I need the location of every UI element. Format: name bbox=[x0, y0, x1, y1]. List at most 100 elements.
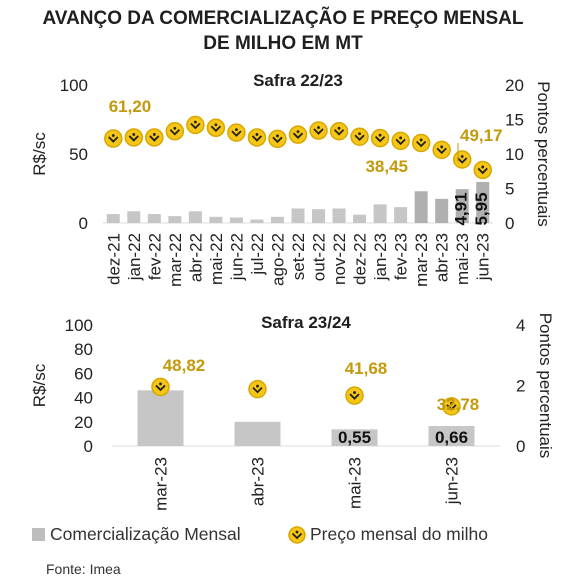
chart1-price-marker bbox=[145, 128, 164, 147]
chart2-bar bbox=[137, 390, 184, 446]
chart1-category-label: mar-22 bbox=[166, 233, 185, 287]
chart2-price-marker-glyph bbox=[349, 393, 360, 400]
chart1-price-marker-glyph bbox=[251, 135, 263, 142]
chart2-bar-label: 0,55 bbox=[338, 428, 371, 447]
chart2-y-tick: 60 bbox=[74, 364, 93, 383]
legend-bar-entry: Comercialização Mensal bbox=[32, 524, 241, 545]
chart1-category-label: jan-23 bbox=[371, 233, 390, 281]
chart2-price-marker-glyph bbox=[155, 384, 166, 392]
chart1-bar bbox=[312, 209, 326, 223]
chart1-price-marker-glyph bbox=[313, 128, 324, 135]
chart1-y2-tick: 5 bbox=[505, 180, 514, 199]
legend-line-label: Preço mensal do milho bbox=[310, 524, 488, 544]
chart1-price-marker-glyph-dot bbox=[132, 133, 136, 136]
chart2-y-tick: 100 bbox=[65, 316, 93, 335]
chart1-category-label: jul-22 bbox=[248, 233, 267, 276]
chart1-price-marker-glyph-dot bbox=[296, 130, 300, 134]
chart1-price-marker-glyph-dot bbox=[255, 133, 259, 136]
chart1-category-label: mar-23 bbox=[412, 233, 431, 287]
chart1-price-marker-glyph bbox=[128, 135, 139, 142]
chart2-y-tick: 80 bbox=[74, 340, 93, 359]
chart1-y-tick: 50 bbox=[69, 145, 88, 164]
chart2-price-marker-glyph-dot bbox=[256, 384, 259, 388]
chart1-bar bbox=[250, 219, 264, 223]
legend-bar-swatch bbox=[32, 528, 45, 541]
chart2-subtitle: Safra 23/24 bbox=[261, 313, 351, 332]
legend-bar-label: Comercialização Mensal bbox=[50, 524, 241, 544]
chart1-price-marker-glyph bbox=[210, 125, 222, 133]
chart1-bar bbox=[147, 214, 161, 223]
chart2-y2-tick: 0 bbox=[516, 437, 525, 456]
chart-title-line-2: DE MILHO EM MT bbox=[203, 33, 363, 54]
chart-title: AVANÇO DA COMERCIALIZAÇÃO E PREÇO MENSAL… bbox=[0, 6, 566, 56]
chart1-bar-label: 4,91 bbox=[452, 192, 471, 225]
chart1-price-marker-glyph-dot bbox=[481, 165, 485, 169]
chart1-price-label: 61,20 bbox=[109, 97, 152, 116]
chart1-price-marker-glyph-dot bbox=[337, 126, 341, 130]
chart2-price-marker-glyph bbox=[446, 404, 457, 411]
chart1-price-marker-glyph bbox=[231, 130, 242, 137]
chart1-price-marker-glyph bbox=[292, 132, 304, 139]
chart1-price-marker-glyph-dot bbox=[276, 134, 279, 138]
chart1-price-marker-glyph bbox=[354, 134, 365, 142]
chart2-category-label: mar-23 bbox=[152, 457, 171, 511]
chart1-price-marker bbox=[104, 129, 123, 148]
legend-line-entry: Preço mensal do milho bbox=[287, 524, 488, 545]
chart1-category-label: jun-23 bbox=[474, 233, 493, 281]
chart1-price-marker-glyph-dot bbox=[173, 126, 177, 130]
chart1-category-label: abr-23 bbox=[433, 233, 452, 282]
chart1-y-tick: 0 bbox=[79, 214, 88, 233]
chart1-bar bbox=[394, 207, 408, 223]
source-note: Fonte: Imea bbox=[46, 561, 121, 577]
chart1-category-label: fev-22 bbox=[145, 233, 164, 280]
chart1-price-marker bbox=[186, 115, 205, 135]
chart1-price-marker-glyph bbox=[108, 136, 119, 143]
chart1-price-marker bbox=[350, 127, 369, 146]
chart1-category-label: jun-22 bbox=[227, 233, 246, 281]
chart1-bar bbox=[435, 198, 449, 223]
chart2-y2-tick: 4 bbox=[516, 316, 525, 335]
chart2-category-label: jun-23 bbox=[443, 457, 462, 505]
chart1-bar bbox=[168, 216, 182, 223]
chart1-price-marker-glyph bbox=[477, 167, 488, 175]
chart2-price-label: 41,68 bbox=[345, 359, 388, 378]
chart1-price-marker bbox=[288, 125, 308, 144]
chart1-price-marker-glyph bbox=[333, 129, 345, 136]
chart1-bar bbox=[414, 191, 428, 223]
chart1-price-marker-glyph-dot bbox=[460, 155, 464, 158]
chart1-price-marker bbox=[247, 128, 267, 147]
chart1-price-marker-glyph bbox=[149, 135, 160, 142]
chart1-bar bbox=[229, 217, 243, 223]
chart1-price-marker-glyph-dot bbox=[378, 133, 382, 137]
chart1-price-marker bbox=[206, 118, 226, 138]
chart1-category-label: fev-23 bbox=[392, 233, 411, 280]
chart2-bar bbox=[234, 421, 281, 446]
chart1-price-marker-glyph-dot bbox=[399, 136, 403, 140]
chart1-category-label: ago-22 bbox=[268, 233, 287, 286]
chart1-price-marker-glyph-dot bbox=[440, 145, 444, 149]
chart2-y2label: Pontos percentuais bbox=[536, 313, 555, 459]
chart1-bar bbox=[455, 189, 469, 223]
chart1-bar bbox=[188, 211, 202, 223]
chart1-bar-label: 5,95 bbox=[472, 192, 491, 225]
chart2-bar bbox=[428, 426, 475, 446]
chart1-price-marker bbox=[411, 133, 431, 153]
chart1-category-label: jan-22 bbox=[125, 233, 144, 281]
chart2-price-label: 32,78 bbox=[437, 395, 480, 414]
chart1-y2label: Pontos percentuais bbox=[534, 81, 553, 227]
chart1-y2-tick: 10 bbox=[505, 145, 524, 164]
chart1-category-label: nov-22 bbox=[330, 233, 349, 285]
chart1-price-marker bbox=[268, 129, 287, 149]
chart2-price-marker bbox=[151, 377, 170, 397]
chart1-price-label: 38,45 bbox=[365, 157, 408, 176]
chart1-price-marker-glyph-dot bbox=[317, 126, 320, 129]
chart1-price-marker-glyph bbox=[436, 147, 447, 155]
chart1-price-marker bbox=[370, 128, 390, 148]
chart1-bar bbox=[270, 216, 284, 223]
chart1-bar bbox=[127, 211, 141, 223]
chart1-price-marker bbox=[227, 123, 246, 142]
chart1-bar bbox=[476, 181, 490, 223]
chart1-y2-tick: 20 bbox=[505, 76, 524, 95]
chart1-price-marker bbox=[309, 121, 328, 140]
